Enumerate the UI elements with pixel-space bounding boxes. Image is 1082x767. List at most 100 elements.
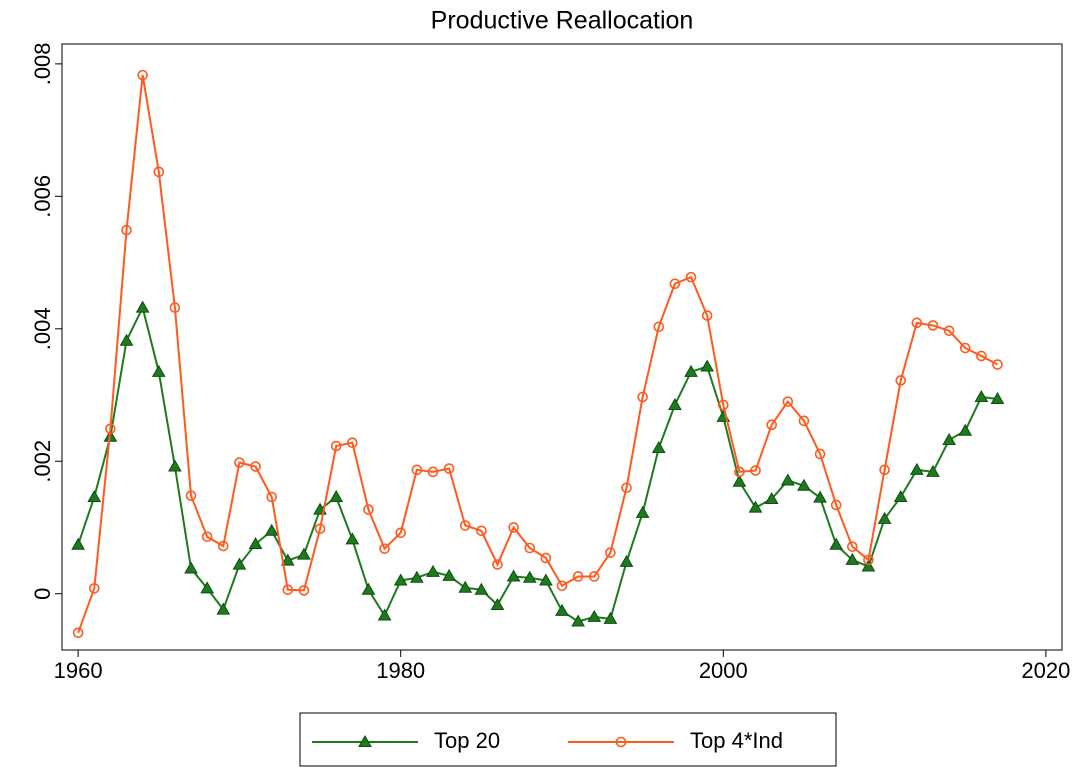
- circle-marker: [379, 543, 390, 554]
- circle-marker: [976, 350, 987, 362]
- triangle-marker: [684, 364, 698, 377]
- circle-marker: [411, 464, 423, 476]
- circle-marker: [863, 554, 874, 566]
- circle-marker: [943, 325, 955, 337]
- circle-marker: [734, 466, 745, 478]
- legend-label: Top 4*Ind: [690, 728, 783, 753]
- circle-marker: [927, 320, 939, 331]
- triangle-marker: [974, 389, 989, 403]
- triangle-marker: [909, 462, 924, 475]
- circle-marker: [750, 465, 761, 476]
- triangle-marker: [426, 564, 440, 577]
- triangle-marker: [668, 397, 682, 410]
- circle-marker: [798, 415, 810, 427]
- circle-marker: [701, 310, 713, 321]
- circle-marker: [266, 491, 277, 503]
- circle-marker: [830, 499, 842, 511]
- triangle-marker: [893, 490, 908, 503]
- circle-marker: [959, 342, 971, 354]
- circle-marker: [637, 391, 648, 403]
- triangle-marker: [829, 537, 844, 550]
- triangle-marker: [732, 474, 747, 487]
- plot-frame: [61, 43, 1063, 651]
- triangle-marker: [361, 582, 376, 595]
- legend-marker: [358, 734, 372, 747]
- series-line: [77, 74, 998, 634]
- x-tick-label: 1960: [54, 658, 103, 683]
- circle-marker: [395, 527, 407, 539]
- triangle-marker: [942, 433, 956, 446]
- triangle-marker: [700, 359, 715, 372]
- circle-marker: [814, 448, 826, 460]
- circle-marker: [282, 584, 294, 596]
- triangle-marker: [780, 473, 795, 486]
- triangle-marker: [442, 568, 456, 581]
- circle-marker: [169, 302, 181, 313]
- circle-marker: [153, 166, 165, 178]
- triangle-marker: [571, 614, 585, 627]
- circle-marker: [653, 321, 665, 333]
- triangle-marker: [619, 554, 634, 567]
- circle-marker: [88, 583, 100, 594]
- circle-marker: [572, 571, 584, 582]
- triangle-marker: [958, 423, 973, 436]
- triangle-marker: [409, 570, 424, 583]
- legend-box: [299, 712, 837, 767]
- circle-marker: [508, 522, 519, 533]
- triangle-marker: [377, 608, 392, 621]
- triangle-marker: [345, 532, 360, 545]
- circle-marker: [540, 552, 552, 564]
- triangle-marker: [635, 505, 650, 518]
- triangle-marker: [539, 573, 553, 586]
- circle-marker: [443, 463, 455, 474]
- circle-marker: [556, 580, 568, 592]
- triangle-marker: [216, 602, 231, 615]
- triangle-marker: [797, 478, 811, 491]
- triangle-marker: [329, 490, 344, 503]
- triangle-marker: [393, 573, 408, 586]
- triangle-marker: [926, 464, 940, 477]
- circle-marker: [298, 585, 310, 596]
- circle-marker: [234, 457, 245, 468]
- circle-marker: [427, 466, 439, 478]
- circle-marker: [992, 359, 1003, 370]
- chart-title: Productive Reallocation: [431, 7, 694, 35]
- triangle-marker: [119, 333, 134, 346]
- circle-marker: [459, 520, 471, 531]
- circle-marker: [250, 461, 261, 472]
- legend: Top 20 Top 4*Ind: [299, 712, 837, 767]
- triangle-marker: [280, 553, 295, 566]
- legend-label: Top 20: [434, 728, 500, 753]
- triangle-marker: [651, 440, 666, 453]
- circle-marker: [669, 278, 681, 290]
- triangle-marker: [200, 581, 215, 594]
- circle-marker: [185, 490, 197, 501]
- triangle-marker: [151, 364, 166, 377]
- triangle-marker: [297, 547, 311, 560]
- circle-marker: [476, 525, 487, 537]
- triangle-marker: [990, 391, 1005, 404]
- circle-marker: [72, 627, 84, 639]
- triangle-marker: [474, 582, 489, 595]
- circle-marker: [121, 224, 132, 236]
- y-tick-label: .008: [30, 42, 55, 85]
- circle-marker: [895, 375, 907, 386]
- circle-marker: [847, 541, 858, 552]
- circle-marker: [588, 571, 600, 582]
- circle-marker: [314, 523, 326, 535]
- triangle-marker: [184, 561, 198, 574]
- triangle-marker: [135, 300, 150, 313]
- x-tick-label: 2000: [699, 658, 748, 683]
- x-tick-label: 2020: [1021, 658, 1070, 683]
- circle-marker: [879, 464, 890, 476]
- triangle-marker: [168, 459, 182, 472]
- legend-marker: [615, 736, 627, 748]
- triangle-marker: [813, 490, 827, 503]
- circle-marker: [363, 504, 374, 515]
- circle-marker: [105, 423, 116, 435]
- triangle-marker: [764, 491, 779, 504]
- circle-marker: [911, 317, 923, 329]
- triangle-marker: [506, 569, 521, 582]
- y-tick-label: .006: [30, 175, 55, 218]
